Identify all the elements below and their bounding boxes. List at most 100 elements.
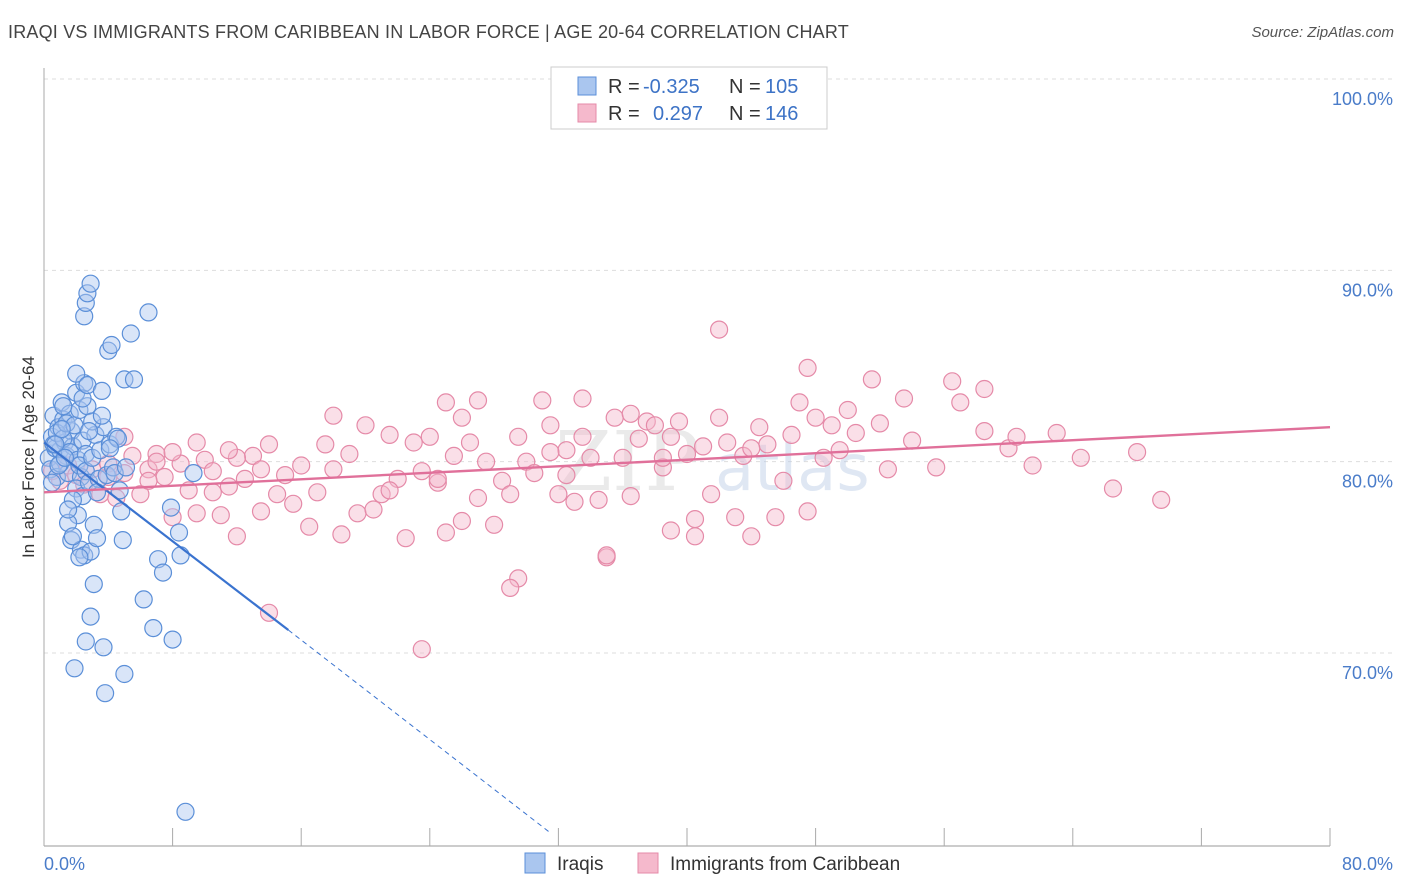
data-point-iraqis: [176, 802, 195, 821]
data-point-caribbean: [428, 469, 447, 488]
data-point-caribbean: [709, 408, 729, 427]
data-point-iraqis: [116, 458, 136, 477]
data-point-caribbean: [364, 500, 383, 519]
data-point-caribbean: [685, 527, 705, 546]
data-point-caribbean: [798, 502, 817, 521]
data-point-caribbean: [477, 452, 496, 471]
series-iraqis-points: [39, 274, 203, 821]
data-point-iraqis: [105, 464, 124, 483]
correlation-legend: R = -0.325 N = 105 R = 0.297 N = 146: [550, 66, 828, 130]
data-point-caribbean: [436, 523, 455, 542]
data-point-caribbean: [975, 379, 994, 399]
data-point-iraqis: [42, 473, 62, 492]
watermark-atlas: atlas: [715, 432, 870, 506]
data-point-caribbean: [404, 433, 423, 452]
data-point-caribbean: [838, 400, 857, 420]
data-point-iraqis: [139, 303, 158, 322]
data-point-caribbean: [846, 423, 865, 443]
data-point-caribbean: [685, 509, 705, 529]
data-point-caribbean: [806, 408, 825, 427]
y-axis-title: In Labor Force | Age 20-64: [19, 356, 38, 558]
data-point-caribbean: [541, 443, 560, 462]
data-point-caribbean: [356, 416, 375, 435]
x-axis-ticks: [43, 828, 1331, 846]
data-point-caribbean: [155, 467, 174, 487]
data-point-caribbean: [709, 320, 729, 339]
data-point-iraqis: [184, 464, 203, 483]
data-point-caribbean: [468, 391, 488, 410]
chart-source: Source: ZipAtlas.com: [1251, 24, 1394, 41]
data-point-caribbean: [123, 446, 142, 465]
data-point-caribbean: [541, 416, 560, 435]
data-point-caribbean: [742, 439, 761, 458]
data-point-caribbean: [902, 431, 922, 450]
data-point-caribbean: [621, 487, 640, 506]
legend-n-value-2: 146: [765, 103, 798, 125]
data-point-caribbean: [468, 488, 488, 508]
data-point-iraqis: [102, 335, 121, 355]
data-point-iraqis: [92, 381, 112, 400]
data-point-caribbean: [669, 412, 689, 431]
data-point-caribbean: [380, 481, 399, 500]
data-point-iraqis: [169, 523, 189, 542]
data-point-caribbean: [581, 448, 600, 467]
data-point-caribbean: [227, 527, 246, 546]
legend-n-label-2: N =: [729, 103, 761, 125]
data-point-caribbean: [798, 358, 817, 377]
data-point-caribbean: [420, 427, 439, 446]
data-point-caribbean: [701, 485, 721, 504]
data-point-caribbean: [147, 444, 166, 464]
data-point-iraqis: [84, 574, 103, 594]
data-point-caribbean: [251, 502, 271, 521]
data-point-iraqis: [87, 529, 107, 548]
data-point-caribbean: [894, 389, 914, 408]
trend-line-iraqis-extension: [288, 629, 551, 834]
data-point-caribbean: [509, 427, 528, 446]
trend-line-caribbean: [43, 426, 1331, 494]
data-point-caribbean: [493, 471, 512, 490]
series-legend: Iraqis Immigrants from Caribbean: [524, 852, 900, 875]
data-point-caribbean: [557, 441, 576, 460]
data-point-iraqis: [65, 659, 84, 678]
data-point-caribbean: [645, 416, 665, 435]
data-point-iraqis: [144, 618, 163, 638]
data-point-caribbean: [533, 391, 552, 410]
data-point-iraqis: [110, 481, 129, 500]
data-point-caribbean: [1071, 448, 1090, 467]
data-point-iraqis: [94, 638, 113, 657]
data-point-caribbean: [573, 427, 592, 446]
legend-swatch-iraqis: [577, 76, 597, 96]
data-point-caribbean: [292, 456, 311, 475]
data-point-iraqis: [58, 500, 78, 519]
data-point-caribbean: [790, 393, 809, 412]
data-point-iraqis: [83, 412, 102, 431]
data-point-caribbean: [332, 525, 351, 544]
data-point-iraqis: [149, 550, 168, 569]
data-point-caribbean: [268, 485, 287, 504]
trend-lines: [43, 426, 1331, 834]
data-point-iraqis: [54, 397, 73, 416]
data-point-caribbean: [573, 389, 592, 408]
data-point-iraqis: [68, 506, 87, 525]
data-point-iraqis: [84, 515, 103, 534]
data-point-iraqis: [75, 307, 94, 326]
gridlines: [44, 78, 1393, 654]
data-point-caribbean: [549, 485, 568, 504]
data-point-caribbean: [284, 494, 303, 513]
data-point-caribbean: [460, 433, 480, 452]
data-point-caribbean: [139, 471, 158, 490]
data-point-iraqis: [58, 513, 78, 533]
legend-n-value-1: 105: [765, 76, 798, 98]
data-point-caribbean: [750, 418, 769, 437]
data-point-caribbean: [742, 527, 761, 546]
data-point-caribbean: [565, 492, 584, 511]
data-point-caribbean: [951, 393, 970, 412]
bottom-legend-label-iraqis: Iraqis: [557, 854, 603, 875]
data-point-iraqis: [47, 467, 67, 487]
data-point-iraqis: [81, 607, 100, 626]
data-point-caribbean: [661, 521, 681, 540]
data-point-caribbean: [862, 370, 882, 389]
bottom-legend-swatch-caribbean: [637, 852, 659, 874]
data-point-caribbean: [203, 462, 222, 481]
